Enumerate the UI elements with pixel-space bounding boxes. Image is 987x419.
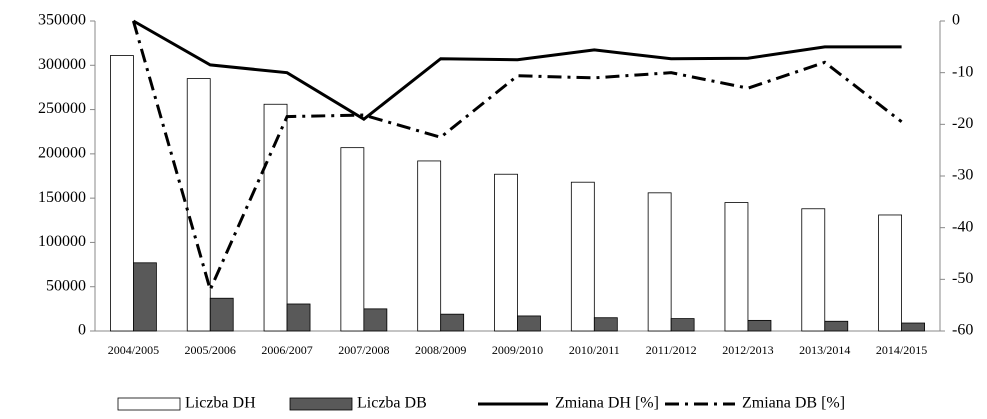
bar bbox=[747, 319, 772, 332]
y-tick-label: 100000 bbox=[38, 233, 86, 250]
y2-tick-label: -50 bbox=[952, 270, 973, 287]
x-tick-label: 2012/2013 bbox=[722, 343, 773, 357]
x-tick-label: 2008/2009 bbox=[415, 343, 466, 357]
bar bbox=[801, 208, 826, 332]
y-tick-label: 250000 bbox=[38, 100, 86, 117]
x-tick-label: 2004/2005 bbox=[108, 343, 159, 357]
x-tick-label: 2013/2014 bbox=[799, 343, 850, 357]
legend-label: Zmiana DB [%] bbox=[742, 395, 845, 412]
legend-label: Zmiana DH [%] bbox=[555, 395, 659, 412]
bar bbox=[517, 315, 541, 332]
y2-tick-label: -20 bbox=[952, 115, 973, 132]
y-tick-label: 50000 bbox=[46, 277, 86, 294]
y2-tick-label: -10 bbox=[952, 63, 973, 80]
bar bbox=[340, 147, 365, 332]
y-tick-label: 0 bbox=[78, 322, 86, 339]
bar bbox=[824, 320, 849, 332]
bar bbox=[440, 313, 465, 332]
bar bbox=[263, 103, 288, 332]
bar bbox=[133, 262, 157, 332]
bar bbox=[647, 192, 672, 332]
y-tick-label: 350000 bbox=[38, 12, 86, 29]
bar bbox=[593, 317, 618, 332]
bar bbox=[110, 55, 134, 332]
bar bbox=[186, 78, 211, 332]
bar bbox=[494, 173, 518, 332]
x-tick-label: 2011/2012 bbox=[646, 343, 697, 357]
legend-label: Liczba DB bbox=[357, 395, 427, 412]
bar bbox=[363, 308, 388, 332]
x-tick-label: 2010/2011 bbox=[569, 343, 620, 357]
x-tick-label: 2006/2007 bbox=[261, 343, 312, 357]
x-tick-label: 2014/2015 bbox=[876, 343, 927, 357]
y-tick-label: 150000 bbox=[38, 189, 86, 206]
y2-tick-label: 0 bbox=[952, 12, 960, 29]
y-tick-label: 200000 bbox=[38, 145, 86, 162]
y-tick-label: 300000 bbox=[38, 56, 86, 73]
legend-swatch bbox=[289, 397, 353, 411]
bar bbox=[724, 202, 749, 332]
y2-tick-label: -40 bbox=[952, 218, 973, 235]
bar bbox=[901, 322, 925, 332]
bar bbox=[878, 214, 902, 332]
bar bbox=[209, 297, 234, 332]
bar bbox=[570, 181, 595, 332]
legend-swatch bbox=[117, 397, 181, 411]
x-tick-label: 2009/2010 bbox=[492, 343, 543, 357]
line-series bbox=[132, 19, 902, 121]
x-tick-label: 2007/2008 bbox=[338, 343, 389, 357]
legend-label: Liczba DH bbox=[185, 395, 256, 412]
x-tick-label: 2005/2006 bbox=[185, 343, 236, 357]
bar bbox=[670, 318, 695, 332]
bar bbox=[286, 303, 311, 332]
y2-tick-label: -60 bbox=[952, 322, 973, 339]
y2-tick-label: -30 bbox=[952, 167, 973, 184]
bar bbox=[417, 160, 442, 332]
